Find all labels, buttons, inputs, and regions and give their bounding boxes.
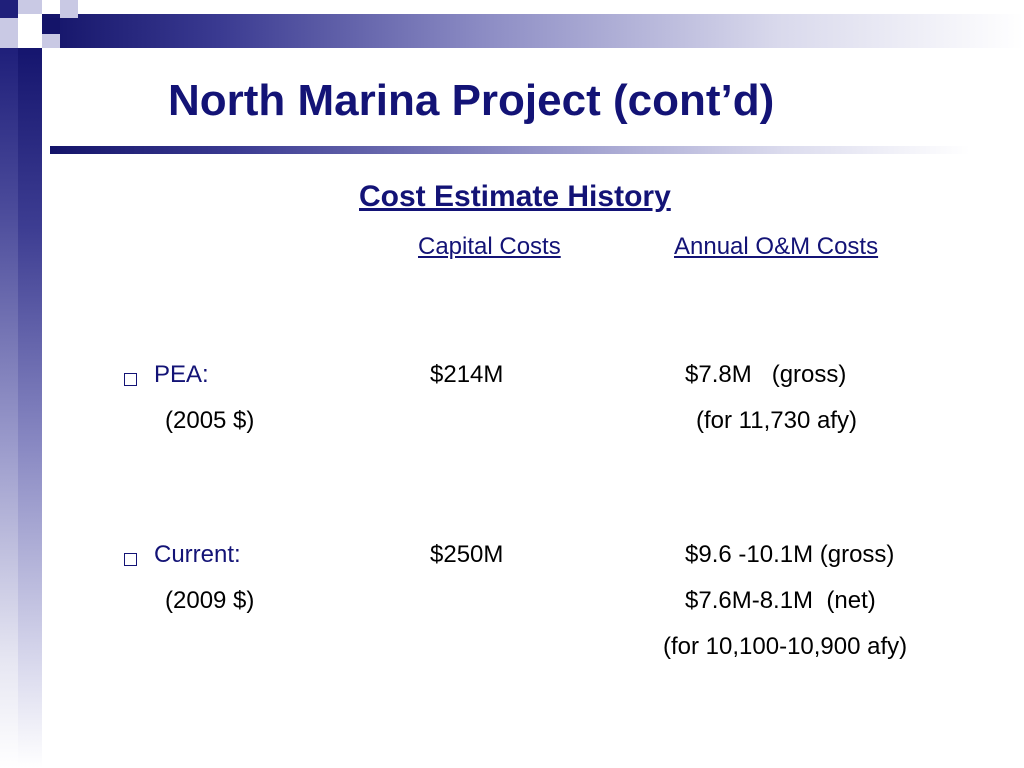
corner-square [18,14,42,34]
row-year-note-pea: (2005 $) [165,407,255,434]
corner-square [0,18,18,48]
corner-square [18,0,42,14]
row-capital-pea: $214M [430,361,504,388]
row-om-current-line3: (for 10,100-10,900 afy) [663,633,908,660]
row-capital-current: $250M [430,541,504,568]
row-om-pea-line2: (for 11,730 afy) [696,407,857,434]
row-label-current: Current: [154,541,241,568]
bullet-square-icon [124,553,137,566]
row-label-pea: PEA: [154,361,209,388]
corner-square [18,34,42,48]
row-om-current-line2: $7.6M-8.1M (net) [685,587,876,614]
corner-square [0,0,18,18]
row-year-note-current: (2009 $) [165,587,255,614]
bullet-square-icon [124,373,137,386]
corner-square [42,0,60,14]
top-decorative-bar [42,14,1024,48]
row-om-current-line1: $9.6 -10.1M (gross) [685,541,895,568]
corner-square [60,0,78,18]
left-decorative-bar-inner [18,48,42,768]
title-underline-rule [50,146,970,154]
row-om-pea-line1: $7.8M (gross) [685,361,847,388]
corner-square [42,34,60,48]
column-header-om: Annual O&M Costs [674,233,879,260]
corner-square [42,18,60,34]
slide-title: North Marina Project (cont’d) [168,76,775,125]
column-header-capital: Capital Costs [418,233,561,260]
section-heading: Cost Estimate History [359,180,671,213]
